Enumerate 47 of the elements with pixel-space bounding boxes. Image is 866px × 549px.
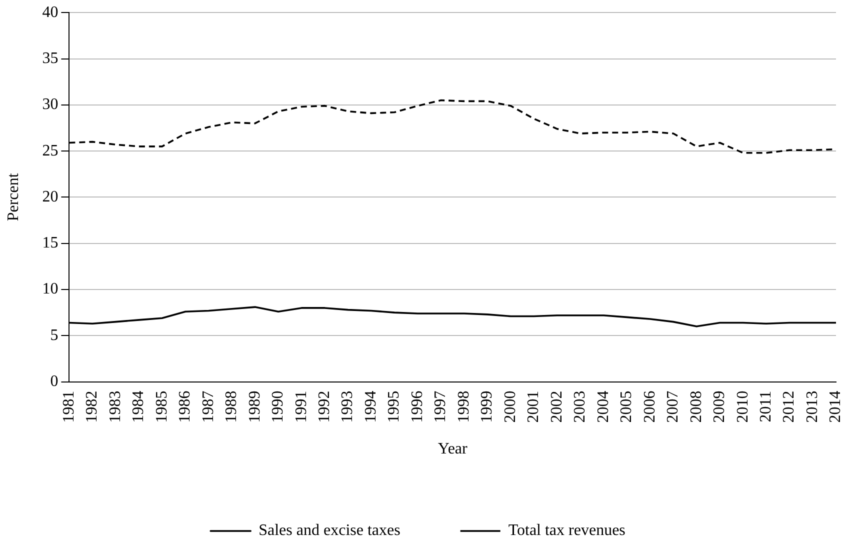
x-tick-label: 1991 (292, 390, 310, 423)
y-tick-label: 20 (42, 188, 58, 206)
x-tick-label: 2002 (548, 390, 566, 423)
x-tick-label: 1995 (386, 390, 403, 423)
x-tick-label: 2003 (572, 390, 589, 423)
x-tick-label: 1987 (200, 390, 217, 423)
x-tick-label: 2013 (804, 390, 821, 423)
x-tick-label: 1996 (408, 390, 426, 423)
x-tick-label: 1992 (316, 390, 334, 423)
x-tick-label: 2006 (641, 390, 658, 423)
y-tick-label: 10 (42, 280, 58, 298)
legend-label: Total tax revenues (508, 522, 626, 540)
x-tick-label: 1999 (478, 390, 496, 423)
x-tick-label: 2012 (780, 390, 798, 423)
x-tick-label: 2009 (711, 390, 728, 423)
x-tick-label: 1988 (223, 390, 240, 423)
x-tick-label: 2010 (734, 390, 752, 423)
x-tick-label: 1989 (246, 390, 264, 423)
x-tick-label: 1993 (339, 390, 356, 423)
x-tick-label: 1990 (270, 390, 287, 423)
y-tick-label: 30 (42, 96, 58, 114)
x-tick-label: 2007 (664, 390, 682, 423)
legend-label: Sales and excise taxes (258, 522, 400, 540)
y-tick-label: 15 (42, 234, 58, 252)
x-tick-label: 1983 (106, 390, 124, 423)
y-axis-title: Percent (4, 172, 22, 222)
x-tick-label: 2011 (757, 390, 774, 422)
y-tick-label: 0 (50, 373, 58, 390)
x-tick-label: 2004 (594, 390, 612, 423)
x-tick-label: 1982 (84, 390, 101, 423)
x-tick-label: 1997 (432, 390, 450, 423)
x-tick-label: 2001 (525, 390, 542, 423)
x-tick-label: 1998 (455, 390, 472, 423)
x-tick-label: 2008 (688, 390, 705, 423)
y-tick-label: 40 (42, 4, 58, 21)
x-tick-label: 1986 (176, 390, 194, 423)
y-tick-label: 5 (50, 326, 58, 344)
x-tick-label: 1984 (130, 390, 148, 423)
x-tick-label: 1985 (153, 390, 170, 423)
y-tick-label: 25 (42, 142, 58, 160)
x-tick-label: 2000 (502, 390, 519, 423)
x-tick-label: 1981 (60, 390, 78, 423)
y-tick-label: 35 (42, 50, 58, 67)
x-axis-title: Year (438, 440, 468, 458)
x-tick-label: 2005 (618, 390, 636, 423)
x-tick-label: 1994 (362, 390, 380, 423)
x-tick-label: 2014 (827, 390, 844, 423)
